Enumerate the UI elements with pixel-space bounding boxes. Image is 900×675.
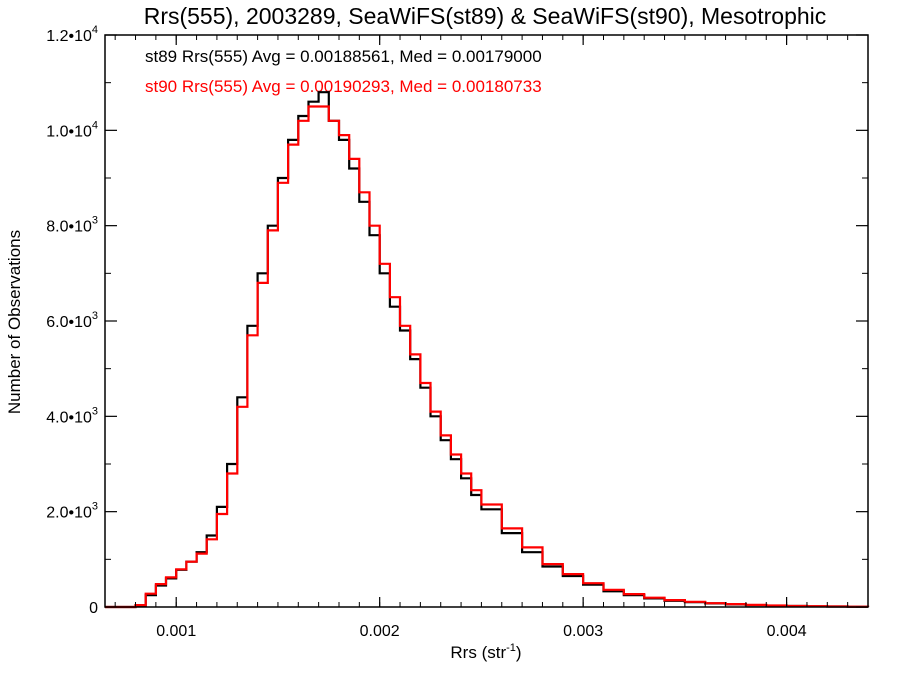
series-1-line — [105, 105, 870, 609]
x-tick-label-2: 0.003 — [563, 623, 603, 640]
x-tick-label-0: 0.001 — [156, 623, 196, 640]
chart-title: Rrs(555), 2003289, SeaWiFS(st89) & SeaWi… — [144, 3, 827, 29]
x-axis-label-text: Rrs (str — [450, 643, 506, 662]
y-tick-label-5: 1.0•104 — [46, 119, 98, 140]
y-tick-label-3: 6.0•103 — [46, 310, 98, 331]
y-axis-label: Number of Observations — [5, 230, 24, 414]
y-tick-label-0: 0 — [89, 600, 98, 617]
y-tick-label-4: 8.0•103 — [46, 215, 98, 236]
y-tick-label-6: 1.2•104 — [46, 24, 98, 45]
x-axis: 0.001 0.002 0.003 0.004 — [114, 35, 869, 640]
y-tick-label-2: 4.0•103 — [46, 405, 98, 426]
y-axis: 0 2.0•103 4.0•103 6.0•103 8.0•103 1.0•104 1.2•… — [46, 24, 868, 617]
x-tick-label-3: 0.004 — [767, 623, 807, 640]
x-axis-label-sup: -1 — [506, 642, 516, 654]
annotation-st89: st89 Rrs(555) Avg = 0.00188561, Med = 0.… — [145, 47, 542, 66]
x-axis-label-close: ) — [516, 643, 522, 662]
x-axis-label: Rrs (str-1) — [450, 642, 521, 662]
x-tick-label-1: 0.002 — [360, 623, 400, 640]
annotation-st90: st90 Rrs(555) Avg = 0.00190293, Med = 0.… — [145, 77, 542, 96]
y-tick-label-1: 2.0•103 — [46, 501, 98, 522]
plot-frame — [104, 34, 869, 608]
series-layer — [105, 91, 870, 609]
series-0-line — [105, 91, 870, 609]
